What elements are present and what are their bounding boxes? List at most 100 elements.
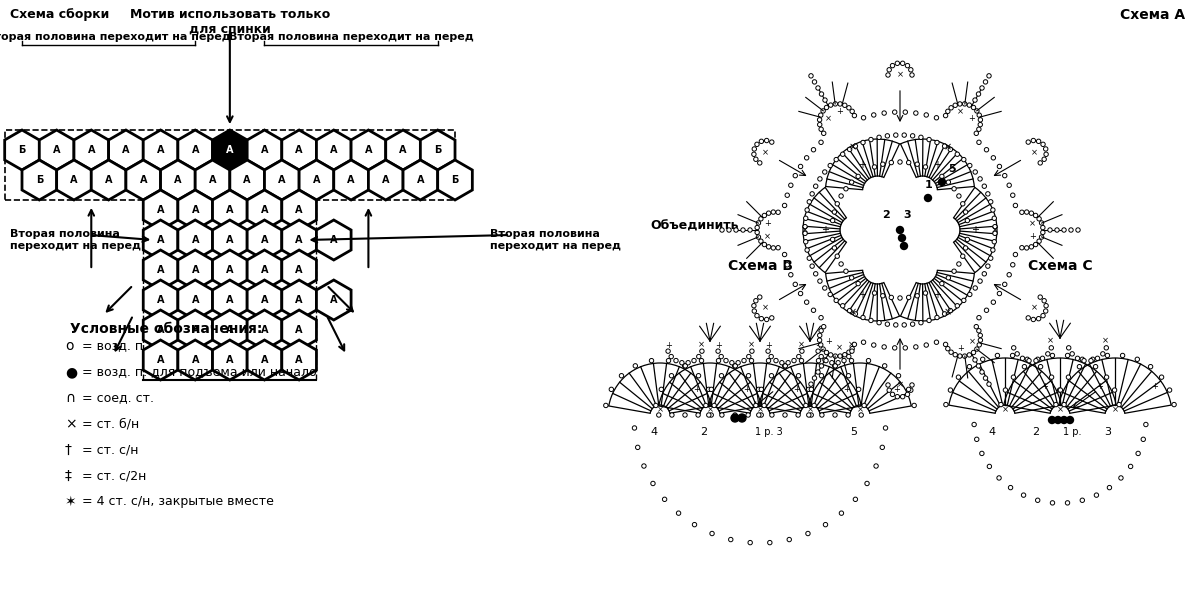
Circle shape (820, 92, 823, 96)
Circle shape (1070, 352, 1074, 356)
Polygon shape (247, 250, 282, 290)
Circle shape (823, 358, 828, 363)
Circle shape (762, 213, 767, 218)
Text: A: A (192, 205, 199, 215)
Circle shape (850, 349, 854, 353)
Circle shape (886, 322, 889, 326)
Circle shape (805, 248, 809, 252)
Circle shape (808, 256, 811, 260)
Circle shape (852, 342, 857, 347)
Circle shape (818, 316, 823, 320)
Circle shape (924, 343, 929, 347)
Text: +: + (968, 114, 976, 123)
Text: ×: × (958, 107, 965, 116)
Circle shape (983, 376, 988, 380)
Circle shape (926, 137, 931, 142)
Circle shape (1013, 253, 1018, 257)
Circle shape (894, 323, 898, 327)
Text: +: + (715, 340, 722, 349)
Circle shape (985, 191, 990, 196)
Circle shape (946, 346, 950, 351)
Circle shape (1105, 353, 1110, 358)
Circle shape (834, 157, 839, 162)
Circle shape (835, 254, 840, 259)
Polygon shape (178, 130, 212, 170)
Circle shape (822, 286, 827, 290)
Circle shape (890, 392, 895, 397)
Text: ×: × (824, 114, 832, 123)
Circle shape (902, 323, 906, 327)
Text: A: A (416, 175, 424, 185)
Text: A: A (226, 355, 234, 365)
Circle shape (650, 481, 655, 485)
Polygon shape (143, 310, 178, 350)
Circle shape (977, 329, 982, 333)
Circle shape (756, 387, 761, 392)
Circle shape (898, 160, 902, 164)
Circle shape (786, 361, 791, 365)
Circle shape (709, 387, 714, 392)
Text: ×: × (762, 303, 769, 312)
Text: +: + (824, 337, 832, 346)
Circle shape (784, 364, 787, 368)
Text: Объединить: Объединить (650, 220, 738, 233)
Polygon shape (282, 340, 317, 380)
Circle shape (1002, 173, 1007, 178)
Circle shape (757, 161, 762, 165)
Circle shape (804, 239, 808, 244)
Circle shape (733, 413, 737, 417)
Text: A: A (157, 145, 164, 155)
Circle shape (895, 394, 900, 399)
Circle shape (1128, 464, 1133, 469)
Text: 4: 4 (989, 427, 996, 437)
Circle shape (799, 358, 804, 363)
Circle shape (971, 350, 976, 355)
Circle shape (1010, 263, 1015, 267)
Circle shape (955, 304, 960, 308)
Circle shape (982, 272, 986, 276)
Circle shape (806, 387, 811, 392)
Circle shape (736, 361, 740, 365)
Text: ×: × (656, 406, 664, 415)
Circle shape (755, 230, 760, 235)
Circle shape (964, 210, 967, 214)
Text: A: A (192, 265, 199, 275)
Circle shape (1112, 388, 1117, 392)
Text: ×: × (848, 143, 857, 153)
Circle shape (842, 103, 847, 107)
Text: A: A (330, 235, 337, 245)
Polygon shape (5, 130, 40, 170)
Circle shape (820, 374, 823, 378)
Polygon shape (22, 160, 56, 200)
Circle shape (965, 218, 970, 223)
Circle shape (846, 413, 851, 417)
Circle shape (769, 140, 774, 145)
Circle shape (850, 109, 854, 113)
Circle shape (804, 155, 809, 160)
Circle shape (804, 403, 808, 407)
Text: ×: × (896, 70, 904, 79)
Circle shape (1104, 375, 1109, 379)
Text: 3: 3 (904, 210, 911, 220)
Circle shape (828, 292, 833, 296)
Text: †: † (65, 443, 72, 457)
Circle shape (806, 413, 811, 417)
Circle shape (956, 194, 961, 198)
Circle shape (1039, 235, 1044, 239)
Circle shape (1044, 309, 1048, 313)
Text: A: A (382, 175, 390, 185)
Circle shape (769, 374, 774, 378)
Circle shape (850, 180, 854, 184)
Circle shape (991, 155, 996, 160)
Text: A: A (226, 205, 234, 215)
Circle shape (619, 374, 624, 378)
Circle shape (974, 437, 979, 442)
Circle shape (1008, 485, 1013, 490)
Text: ×: × (968, 337, 976, 346)
Polygon shape (212, 130, 247, 170)
Circle shape (1080, 357, 1085, 361)
Circle shape (997, 292, 1002, 296)
Text: Схема С: Схема С (1027, 259, 1092, 273)
Text: = возд. п.: = возд. п. (82, 340, 148, 352)
Circle shape (755, 142, 760, 146)
